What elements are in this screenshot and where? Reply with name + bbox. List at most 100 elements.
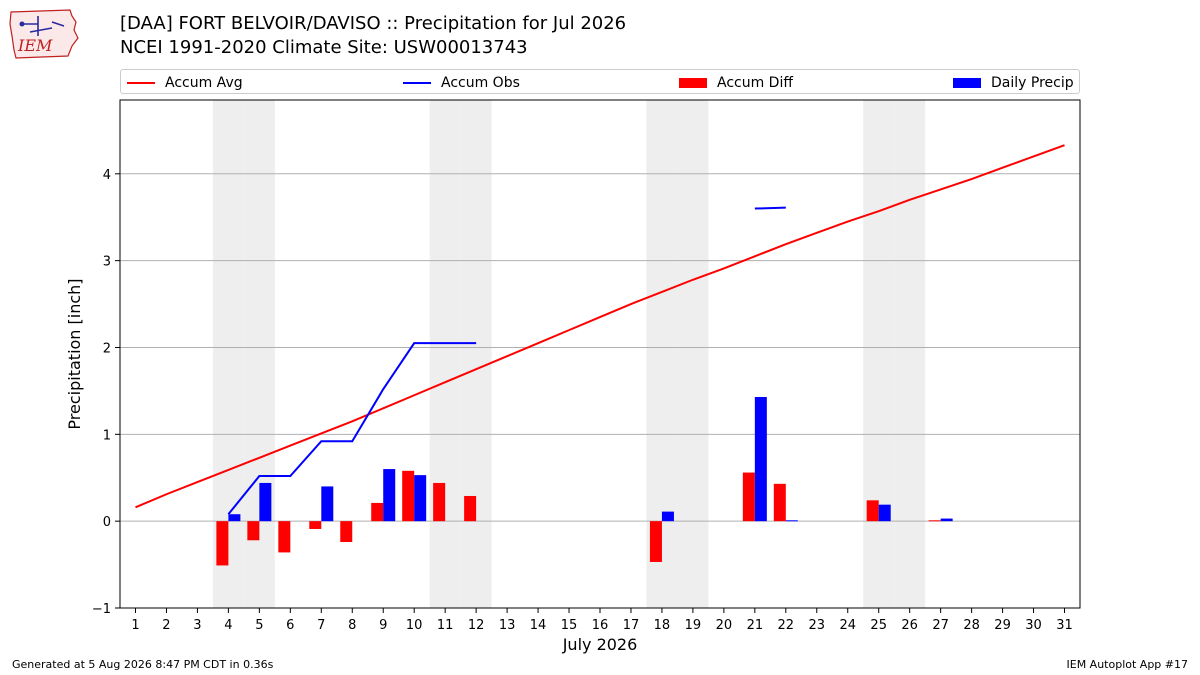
chart-subtitle: NCEI 1991-2020 Climate Site: USW00013743: [120, 37, 528, 58]
accum-diff-bar-day-4: [216, 521, 229, 566]
accum-diff-bar-day-12: [464, 495, 477, 522]
daily-precip-bar-day-4: [228, 514, 241, 522]
x-tick-label-18: 18: [654, 618, 671, 633]
legend-label-daily-precip: Daily Precip: [991, 74, 1074, 91]
accum-avg-line: [135, 144, 1065, 509]
x-tick-label-6: 6: [286, 618, 294, 633]
legend-label-accum-diff: Accum Diff: [717, 74, 794, 91]
weekend-shade-11: [429, 100, 461, 608]
legend-swatch-accum-diff: [679, 77, 707, 88]
x-tick-label-13: 13: [499, 618, 516, 633]
y-tick-label--1: −1: [92, 602, 111, 617]
legend-swatch-accum-obs: [403, 81, 431, 84]
x-tick-label-12: 12: [468, 618, 485, 633]
bars-layer: [216, 396, 953, 566]
daily-precip-bar-day-22: [785, 520, 798, 522]
accum-diff-bar-day-22: [773, 483, 786, 522]
weekend-shade-5: [243, 100, 275, 608]
accum-diff-bar-day-27: [928, 520, 941, 522]
accum-diff-bar-day-10: [402, 470, 415, 522]
x-tick-label-11: 11: [437, 618, 454, 633]
weather-station-sensor-icon: [19, 21, 25, 27]
x-tick-label-10: 10: [406, 618, 423, 633]
accum-diff-bar-day-11: [433, 482, 446, 522]
x-tick-label-7: 7: [317, 618, 325, 633]
weekend-shade-19: [677, 100, 709, 608]
daily-precip-bar-day-21: [754, 396, 767, 522]
y-axis-label: Precipitation [inch]: [65, 278, 84, 429]
accum-diff-bar-day-6: [278, 521, 291, 553]
x-tick-label-26: 26: [901, 618, 918, 633]
legend-item-daily-precip: Daily Precip: [953, 70, 1074, 95]
x-axis-label: July 2026: [562, 635, 638, 654]
x-tick-label-22: 22: [778, 618, 795, 633]
accum-obs-line-segment-2: [754, 206, 786, 210]
weekend-shade-26: [894, 100, 926, 608]
lines-layer: [135, 144, 1065, 515]
daily-precip-bar-day-5: [259, 482, 272, 522]
x-tick-label-27: 27: [932, 618, 949, 633]
x-tick-label-19: 19: [685, 618, 702, 633]
weekend-shade-12: [460, 100, 492, 608]
chart-legend: Accum Avg Accum Obs Accum Diff Daily Pre…: [120, 69, 1080, 94]
x-tick-label-5: 5: [255, 618, 263, 633]
iem-logo: IEM: [9, 9, 79, 59]
x-tick-label-21: 21: [747, 618, 764, 633]
weekend-shading-layer: [212, 100, 926, 608]
x-tick-label-4: 4: [224, 618, 232, 633]
x-tick-label-15: 15: [561, 618, 578, 633]
legend-item-accum-diff: Accum Diff: [679, 70, 793, 95]
daily-precip-bar-day-9: [383, 469, 396, 522]
accum-diff-bar-day-5: [247, 521, 260, 541]
footer-app-text: IEM Autoplot App #17: [1066, 658, 1189, 671]
x-tick-label-29: 29: [994, 618, 1011, 633]
legend-item-accum-avg: Accum Avg: [127, 70, 243, 95]
daily-precip-bar-day-25: [878, 504, 891, 522]
weekend-shade-18: [646, 100, 678, 608]
x-tick-label-20: 20: [716, 618, 733, 633]
accum-diff-bar-day-9: [371, 502, 384, 522]
y-tick-label-3: 3: [103, 255, 111, 270]
x-tick-label-3: 3: [193, 618, 201, 633]
x-tick-label-8: 8: [348, 618, 356, 633]
y-tick-label-2: 2: [103, 341, 111, 356]
accum-diff-bar-day-18: [649, 521, 662, 562]
legend-label-accum-obs: Accum Obs: [441, 74, 520, 91]
x-tick-label-14: 14: [530, 618, 547, 633]
x-tick-label-16: 16: [592, 618, 609, 633]
logo-text: IEM: [17, 36, 53, 55]
x-tick-label-23: 23: [809, 618, 826, 633]
accum-diff-bar-day-21: [742, 472, 755, 522]
x-tick-label-30: 30: [1025, 618, 1042, 633]
x-tick-label-9: 9: [379, 618, 387, 633]
legend-item-accum-obs: Accum Obs: [403, 70, 520, 95]
iowa-state-outline: [9, 9, 79, 59]
legend-label-accum-avg: Accum Avg: [165, 74, 243, 91]
accum-obs-line-segment-1: [227, 342, 477, 515]
weather-station-icon: [22, 16, 65, 36]
plot-frame: [119, 99, 1081, 609]
x-tick-label-2: 2: [162, 618, 170, 633]
y-tick-label-0: 0: [103, 515, 111, 530]
weekend-shade-25: [863, 100, 895, 608]
legend-swatch-accum-avg: [127, 81, 155, 84]
x-tick-label-28: 28: [963, 618, 980, 633]
daily-precip-bar-day-27: [940, 518, 953, 522]
x-tick-label-31: 31: [1056, 618, 1073, 633]
accum-diff-bar-day-25: [866, 500, 879, 522]
chart-title: [DAA] FORT BELVOIR/DAVISO :: Precipitati…: [120, 13, 627, 34]
accum-diff-bar-day-8: [340, 521, 353, 543]
daily-precip-bar-day-18: [661, 511, 674, 522]
daily-precip-bar-day-7: [321, 486, 334, 522]
x-tick-label-1: 1: [131, 618, 139, 633]
y-tick-label-4: 4: [103, 168, 111, 183]
accum-diff-bar-day-7: [309, 521, 322, 529]
x-tick-label-24: 24: [839, 618, 856, 633]
daily-precip-bar-day-10: [414, 475, 427, 522]
gridlines: [120, 173, 1080, 522]
legend-swatch-daily-precip: [953, 77, 981, 88]
x-tick-label-25: 25: [870, 618, 887, 633]
y-tick-label-1: 1: [103, 428, 111, 443]
